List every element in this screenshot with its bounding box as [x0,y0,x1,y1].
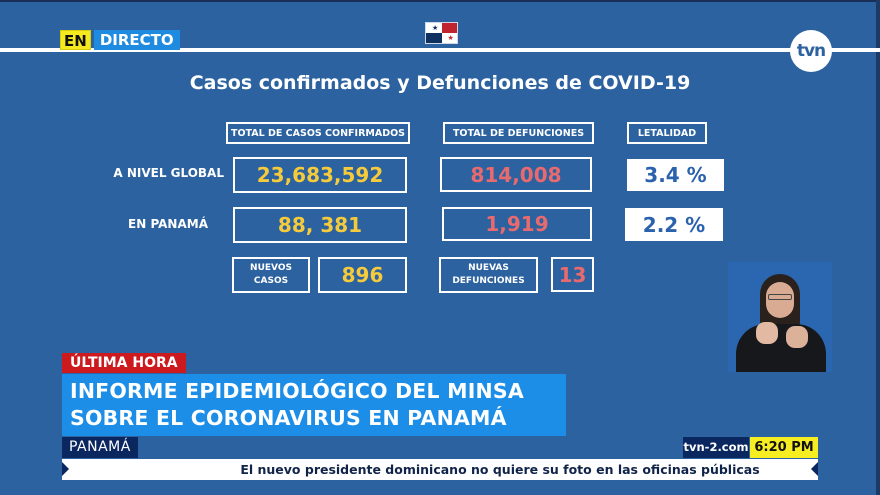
ticker-right-arrow-icon [811,462,818,476]
top-border [0,0,880,2]
new-cases-value: 896 [341,263,384,287]
live-badge-en: EN [60,30,91,50]
global-confirmed-value: 23,683,592 [256,163,384,187]
clock: 6:20 PM [750,437,818,458]
sign-language-interpreter [728,262,832,372]
header-confirmed-label: TOTAL DE CASOS CONFIRMADOS [230,127,406,139]
right-border [876,0,880,495]
header-lethality-label: LETALIDAD [637,127,697,139]
tvn-logo: tvn [790,30,832,72]
website-label: tvn-2.com [683,437,749,458]
new-cases: 896 [318,257,407,293]
panama-flag-icon: ★ ★ [425,22,458,44]
header-confirmed: TOTAL DE CASOS CONFIRMADOS [226,122,410,144]
live-badge-directo: DIRECTO [93,30,180,50]
panama-deaths: 1,919 [442,207,592,241]
header-deaths-label: TOTAL DE DEFUNCIONES [452,127,585,139]
global-lethality: 3.4 % [627,159,724,191]
new-deaths-label-line1: NUEVAS [468,263,509,273]
panama-confirmed-value: 88, 381 [277,213,363,237]
slide-title: Casos confirmados y Defunciones de COVID… [0,72,880,94]
new-deaths-value: 13 [558,262,587,287]
row-label-global: A NIVEL GLOBAL [113,166,224,180]
new-deaths: 13 [551,257,594,292]
new-deaths-label-line2: DEFUNCIONES [452,276,525,286]
row-label-panama: EN PANAMÁ [128,217,208,231]
ticker-left-arrow-icon [62,462,69,476]
headline: INFORME EPIDEMIOLÓGICO DEL MINSA SOBRE E… [62,374,566,436]
header-rule [0,48,880,52]
panama-lethality-value: 2.2 % [642,212,706,237]
ticker-text: El nuevo presidente dominicano no quiere… [240,462,760,477]
breaking-news-tag: ÚLTIMA HORA [62,353,186,373]
headline-line-1: INFORME EPIDEMIOLÓGICO DEL MINSA [70,379,524,403]
new-cases-label-line1: NUEVOS [250,263,292,273]
global-deaths: 814,008 [440,157,592,192]
new-cases-label-line2: CASOS [253,276,289,286]
live-badge: EN DIRECTO [60,30,180,50]
panama-deaths-value: 1,919 [485,212,549,236]
panama-lethality: 2.2 % [625,208,723,241]
global-confirmed: 23,683,592 [233,157,407,193]
global-deaths-value: 814,008 [470,162,562,187]
global-lethality-value: 3.4 % [644,163,707,187]
new-deaths-label: NUEVAS DEFUNCIONES [439,257,538,293]
new-cases-label: NUEVOS CASOS [232,257,310,293]
section-label: PANAMÁ [62,437,138,458]
headline-line-2: SOBRE EL CORONAVIRUS EN PANAMÁ [70,406,507,430]
news-ticker: El nuevo presidente dominicano no quiere… [62,459,818,480]
slide-title-text: Casos confirmados y Defunciones de COVID… [189,72,691,94]
header-lethality: LETALIDAD [627,122,707,144]
header-deaths: TOTAL DE DEFUNCIONES [443,122,594,144]
panama-confirmed: 88, 381 [233,207,407,243]
